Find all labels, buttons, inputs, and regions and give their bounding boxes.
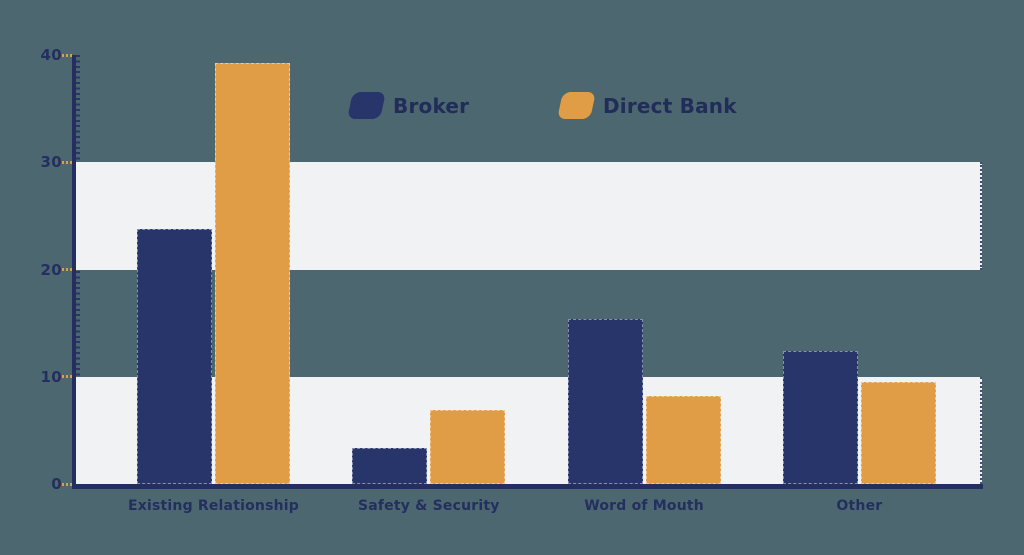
y-tick-label-20: 20 — [40, 260, 62, 279]
y-tick-dash-30 — [58, 160, 73, 164]
y-tick-label-10: 10 — [40, 367, 62, 386]
bar-direct-bank-other — [860, 382, 936, 484]
bar-broker-other — [782, 351, 858, 484]
x-axis-line — [72, 484, 983, 489]
legend-item-direct-bank: Direct Bank — [557, 92, 737, 119]
y-axis-minor-ticks — [76, 55, 80, 484]
y-tick-label-30: 30 — [40, 153, 62, 172]
legend-item-broker: Broker — [347, 92, 470, 119]
bar-broker-safety-security — [352, 447, 428, 484]
bar-direct-bank-word-of-mouth — [645, 396, 721, 484]
bar-direct-bank-safety-security — [430, 409, 506, 484]
x-axis-label-safety-security: Safety & Security — [357, 498, 500, 514]
bar-broker-existing-relationship — [137, 228, 212, 484]
direct-bank-legend-swatch — [557, 92, 596, 119]
x-axis-label-other: Other — [836, 498, 883, 514]
x-axis-label-existing-relationship: Existing Relationship — [128, 498, 299, 514]
y-tick-dash-40 — [58, 53, 73, 57]
y-tick-dash-20 — [58, 268, 73, 271]
broker-legend-label: Broker — [393, 93, 470, 118]
bar-direct-bank-existing-relationship — [215, 62, 290, 484]
y-tick-dash-10 — [58, 375, 73, 379]
y-axis-line — [72, 55, 76, 489]
x-axis-label-word-of-mouth: Word of Mouth — [584, 498, 704, 514]
y-tick-label-40: 40 — [40, 46, 62, 64]
y-tick-label-0: 0 — [51, 475, 62, 493]
y-tick-dash-0 — [58, 482, 73, 486]
bar-broker-word-of-mouth — [567, 318, 643, 484]
broker-legend-swatch — [347, 92, 386, 119]
direct-bank-legend-label: Direct Bank — [603, 93, 737, 118]
